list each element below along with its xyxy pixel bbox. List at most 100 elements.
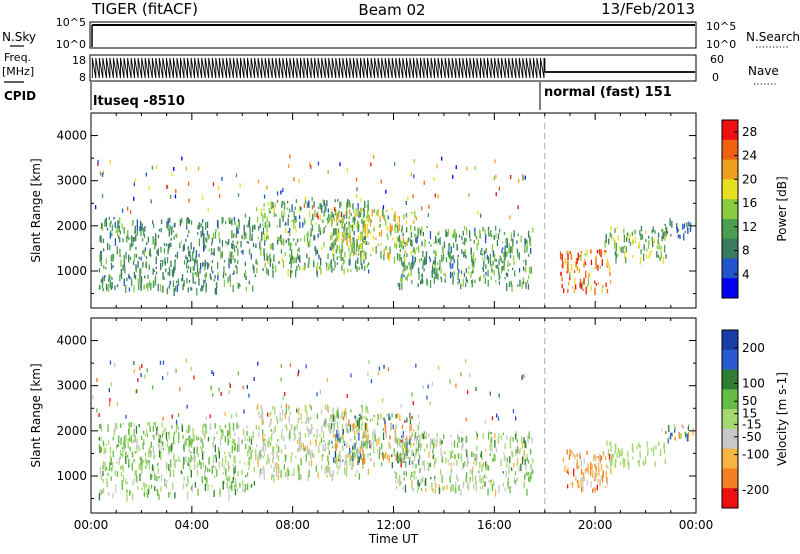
scatter-cell	[133, 431, 135, 434]
scatter-cell	[125, 414, 127, 419]
scatter-cell	[173, 435, 175, 444]
scatter-cell	[330, 243, 333, 251]
scatter-cell	[508, 480, 510, 484]
scatter-cell	[580, 253, 582, 261]
scatter-cell	[530, 266, 532, 274]
scatter-cell	[414, 257, 416, 263]
scatter-cell	[465, 238, 467, 242]
scatter-cell	[431, 272, 433, 279]
scatter-cell	[449, 450, 452, 455]
scatter-cell	[366, 440, 368, 449]
scatter-cell	[306, 253, 308, 259]
scatter-cell	[193, 375, 195, 380]
scatter-cell	[401, 458, 403, 464]
scatter-cell	[310, 164, 312, 169]
scatter-cell	[605, 470, 607, 479]
scatter-cell	[167, 452, 169, 455]
scatter-cell	[458, 436, 460, 443]
scatter-cell	[508, 281, 511, 288]
scatter-cell	[485, 449, 487, 452]
scatter-cell	[281, 210, 283, 218]
scatter-cell	[293, 211, 295, 218]
scatter-cell	[152, 268, 154, 275]
scatter-cell	[111, 467, 113, 472]
scatter-cell	[663, 244, 666, 253]
scatter-cell	[353, 209, 355, 213]
scatter-cell	[175, 254, 177, 258]
scatter-cell	[449, 243, 451, 247]
scatter-cell	[244, 489, 246, 493]
scatter-cell	[405, 242, 407, 248]
scatter-cell	[429, 401, 431, 406]
scatter-cell	[469, 479, 471, 484]
scatter-cell	[289, 208, 291, 213]
scatter-cell	[334, 209, 337, 216]
scatter-cell	[521, 456, 524, 465]
scatter-cell	[582, 288, 584, 291]
scatter-cell	[230, 256, 232, 264]
scatter-cell	[358, 245, 360, 253]
scatter-cell	[169, 469, 171, 476]
scatter-cell	[126, 481, 129, 485]
scatter-cell	[532, 458, 534, 464]
scatter-cell	[457, 477, 459, 482]
scatter-cell	[522, 266, 525, 271]
scatter-cell	[408, 448, 410, 453]
colorbar-swatch	[722, 199, 738, 220]
scatter-cell	[140, 268, 142, 274]
scatter-cell	[326, 404, 329, 412]
scatter-cell	[400, 439, 402, 443]
scatter-cell	[203, 244, 205, 252]
scatter-cell	[100, 488, 102, 496]
colorbar-swatch	[722, 369, 738, 390]
scatter-cell	[678, 234, 680, 238]
scatter-cell	[650, 447, 653, 451]
scatter-cell	[415, 363, 417, 368]
scatter-cell	[144, 275, 146, 279]
scatter-cell	[262, 227, 265, 235]
scatter-cell	[206, 221, 209, 228]
scatter-cell	[322, 454, 324, 457]
scatter-cell	[395, 486, 398, 490]
scatter-cell	[252, 264, 254, 270]
scatter-cell	[246, 438, 249, 442]
scatter-cell	[195, 250, 198, 258]
scatter-cell	[248, 445, 250, 452]
scatter-cell	[438, 267, 440, 271]
scatter-cell	[291, 204, 293, 212]
scatter-cell	[530, 463, 533, 471]
scatter-cell	[215, 454, 217, 458]
scatter-cell	[220, 429, 223, 433]
scatter-cell	[319, 442, 321, 446]
scatter-cell	[421, 206, 423, 211]
scatter-cell	[595, 457, 597, 462]
scatter-cell	[461, 249, 463, 254]
scatter-cell	[386, 225, 388, 232]
scatter-cell	[168, 431, 170, 440]
scatter-cell	[506, 242, 508, 248]
scatter-cell	[129, 256, 132, 261]
scatter-cell	[198, 222, 201, 230]
scatter-cell	[303, 265, 305, 271]
scatter-cell	[514, 479, 517, 484]
scatter-cell	[597, 473, 599, 476]
scatter-cell	[335, 457, 337, 462]
beam-label: Beam 02	[358, 1, 425, 19]
scatter-cell	[271, 406, 274, 410]
scatter-cell	[532, 227, 534, 233]
scatter-cell	[627, 451, 629, 458]
scatter-cell	[237, 248, 239, 256]
scatter-cell	[174, 222, 176, 228]
scatter-cell	[297, 417, 299, 424]
scatter-cell	[374, 429, 376, 435]
scatter-cell	[358, 473, 360, 480]
scatter-cell	[560, 253, 563, 256]
scatter-cell	[105, 283, 108, 291]
scatter-cell	[560, 272, 562, 276]
scatter-cell	[578, 485, 580, 488]
scatter-cell	[498, 281, 501, 285]
scatter-cell	[272, 473, 275, 477]
scatter-cell	[482, 257, 484, 260]
scatter-cell	[315, 250, 317, 255]
scatter-cell	[110, 476, 112, 481]
